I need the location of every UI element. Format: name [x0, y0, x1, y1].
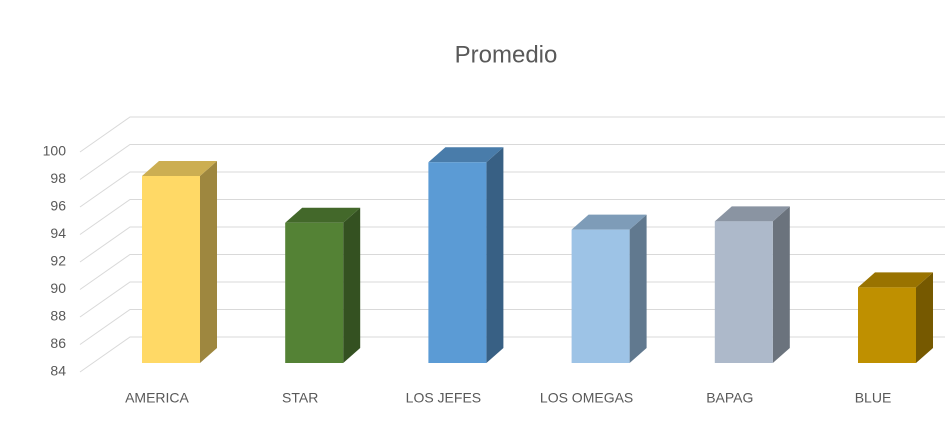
y-tick-label: 92: [50, 253, 66, 269]
bar-top: [428, 147, 504, 163]
grid-line: [79, 226, 945, 263]
bar-top: [142, 161, 217, 176]
bar: [428, 162, 487, 363]
bar-side: [343, 207, 361, 363]
y-tick-label: 90: [50, 280, 66, 296]
chart-title: Promedio: [455, 41, 558, 68]
grid-line: [79, 309, 945, 345]
bar-top: [714, 206, 790, 222]
bar: [142, 176, 200, 363]
bar-top: [285, 207, 361, 223]
bar: [858, 287, 916, 363]
y-tick-label: 98: [50, 170, 66, 186]
x-tick-label: LOS JEFES: [406, 390, 481, 406]
bar-side: [916, 272, 933, 363]
grid-line: [79, 199, 945, 235]
bar: [571, 229, 630, 363]
x-tick-label: LOS OMEGAS: [540, 390, 633, 406]
grid-line: [79, 116, 945, 153]
y-tick-label: 86: [50, 335, 66, 351]
grid-line: [79, 336, 945, 373]
bar-side: [486, 147, 504, 363]
x-tick-label: BAPAG: [706, 390, 753, 406]
bar: [714, 221, 773, 363]
bar: [285, 222, 344, 363]
bar-top: [858, 272, 933, 288]
y-tick-label: 88: [50, 308, 66, 324]
bar-top: [571, 214, 647, 230]
grid-line: [79, 144, 945, 180]
y-tick-label: 96: [50, 198, 66, 214]
bar-side: [200, 161, 217, 363]
x-tick-label: AMERICA: [125, 390, 189, 406]
y-tick-label: 100: [43, 143, 67, 159]
grid-line: [79, 171, 945, 208]
bar-side: [772, 206, 790, 363]
bar-side: [629, 214, 647, 363]
y-tick-label: 84: [50, 363, 66, 379]
x-tick-label: BLUE: [855, 390, 892, 406]
y-tick-label: 94: [50, 225, 66, 241]
x-tick-label: STAR: [282, 390, 318, 406]
grid-line: [79, 281, 945, 318]
grid-line: [79, 254, 945, 290]
